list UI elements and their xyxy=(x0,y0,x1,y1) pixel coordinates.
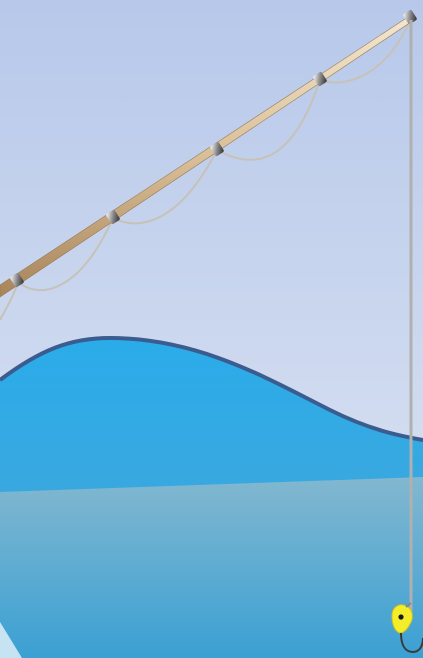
lure-icon xyxy=(391,602,413,634)
lower-water xyxy=(0,477,423,658)
slack-line xyxy=(0,17,412,321)
rod-guide-icon xyxy=(10,10,417,287)
hook-icon xyxy=(400,632,423,654)
wave-outline xyxy=(0,335,423,442)
shadow-corner xyxy=(0,622,22,658)
